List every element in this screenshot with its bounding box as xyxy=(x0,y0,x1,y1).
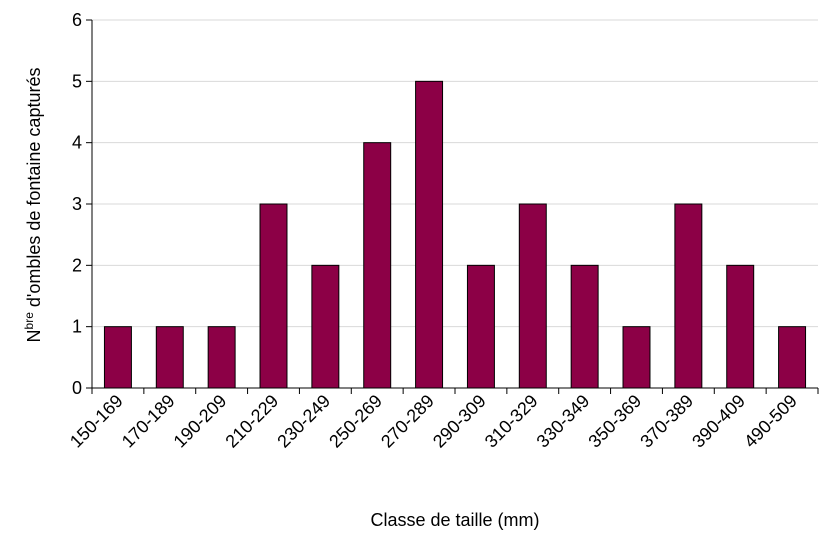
bar xyxy=(103,326,132,389)
bar xyxy=(207,326,236,389)
x-tick-label: 170-189 xyxy=(118,391,179,452)
y-label-part: d'ombles de fontaine capturés xyxy=(24,68,44,313)
bar xyxy=(674,203,703,389)
x-tick-label: 190-209 xyxy=(170,391,231,452)
y-tick-label: 6 xyxy=(72,10,82,30)
x-tick-label: 330-349 xyxy=(533,391,594,452)
y-label-superscript: bre xyxy=(22,312,36,330)
x-tick-label: 290-309 xyxy=(429,391,490,452)
x-tick-label: 310-329 xyxy=(481,391,542,452)
y-tick-label: 3 xyxy=(72,194,82,214)
x-tick-label: 230-249 xyxy=(273,391,334,452)
bar xyxy=(726,264,755,389)
y-tick-label: 2 xyxy=(72,255,82,275)
y-axis-label: Nbre d'ombles de fontaine capturés xyxy=(22,68,44,343)
x-tick-label: 350-369 xyxy=(584,391,645,452)
bar xyxy=(363,142,392,389)
y-tick-label: 0 xyxy=(72,378,82,398)
x-tick-label: 250-269 xyxy=(325,391,386,452)
bar xyxy=(778,326,807,389)
x-tick-label: 370-389 xyxy=(636,391,697,452)
x-tick-label: 150-169 xyxy=(66,391,127,452)
bar xyxy=(311,264,340,389)
x-tick-label: 270-289 xyxy=(377,391,438,452)
bar xyxy=(518,203,547,389)
bar xyxy=(466,264,495,389)
y-label-part: N xyxy=(24,329,44,342)
bar xyxy=(622,326,651,389)
bar xyxy=(259,203,288,389)
x-axis-label: Classe de taille (mm) xyxy=(370,510,539,530)
y-tick-label: 1 xyxy=(72,317,82,337)
bar xyxy=(570,264,599,389)
y-tick-label: 4 xyxy=(72,133,82,153)
x-tick-label: 390-409 xyxy=(688,391,749,452)
bar xyxy=(415,80,444,389)
bar xyxy=(155,326,184,389)
x-tick-label: 210-229 xyxy=(221,391,282,452)
y-tick-label: 5 xyxy=(72,71,82,91)
x-tick-label: 490-509 xyxy=(740,391,801,452)
